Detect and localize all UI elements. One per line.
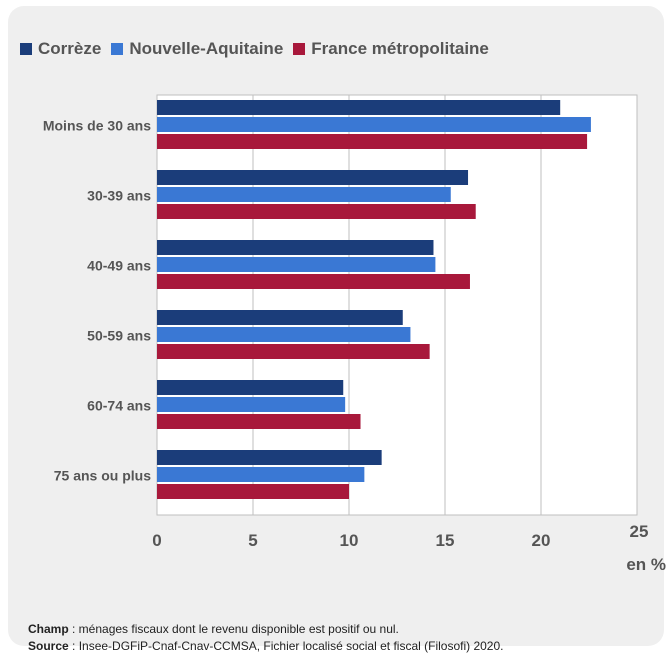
- bar-nouvelle-aquitaine-30-39-ans: [157, 187, 451, 202]
- bar-nouvelle-aquitaine-60-74-ans: [157, 397, 346, 412]
- footnote-champ: Champ : ménages fiscaux dont le revenu d…: [28, 622, 399, 636]
- bar-correze-moins-de-30-ans: [157, 100, 561, 115]
- bar-france-metropolitaine-50-59-ans: [157, 344, 430, 359]
- legend-label-france-metropolitaine: France métropolitaine: [311, 39, 489, 58]
- plot-area: [156, 94, 638, 516]
- legend-label-nouvelle-aquitaine: Nouvelle-Aquitaine: [129, 39, 284, 58]
- x-tick-label: 5: [248, 531, 257, 550]
- bar-correze-50-59-ans: [157, 310, 403, 325]
- x-tick-label: 25: [630, 522, 649, 541]
- x-tick-label: 10: [340, 531, 359, 550]
- bar-france-metropolitaine-75-ans-ou-plus: [157, 484, 349, 499]
- legend-swatch-correze: [20, 43, 32, 55]
- bar-correze-75-ans-ou-plus: [157, 450, 382, 465]
- legend-swatch-france-metropolitaine: [293, 43, 306, 55]
- footnote-source: Source : Insee-DGFiP-Cnaf-Cnav-CCMSA, Fi…: [28, 639, 503, 653]
- y-tick-label: 50-59 ans: [87, 328, 151, 344]
- bar-nouvelle-aquitaine-50-59-ans: [157, 327, 411, 342]
- y-tick-label: 60-74 ans: [87, 398, 151, 414]
- legend-label-correze: Corrèze: [38, 39, 102, 58]
- bar-nouvelle-aquitaine-75-ans-ou-plus: [157, 467, 365, 482]
- x-tick-label: 15: [436, 531, 455, 550]
- bar-correze-30-39-ans: [157, 170, 469, 185]
- bar-france-metropolitaine-60-74-ans: [157, 414, 361, 429]
- bar-correze-60-74-ans: [157, 380, 344, 395]
- champ-text: : ménages fiscaux dont le revenu disponi…: [68, 622, 399, 636]
- bar-nouvelle-aquitaine-moins-de-30-ans: [157, 117, 591, 132]
- chart-legend: Corrèze Nouvelle-Aquitaine France métrop…: [20, 38, 499, 60]
- source-text: : Insee-DGFiP-Cnaf-Cnav-CCMSA, Fichier l…: [68, 639, 504, 653]
- legend-item-nouvelle-aquitaine: Nouvelle-Aquitaine: [111, 39, 283, 59]
- x-tick-label: 20: [532, 531, 551, 550]
- y-tick-label: 30-39 ans: [87, 188, 151, 204]
- y-tick-label: Moins de 30 ans: [43, 118, 151, 134]
- x-unit-label: en %: [626, 555, 666, 574]
- bar-france-metropolitaine-30-39-ans: [157, 204, 476, 219]
- bar-france-metropolitaine-moins-de-30-ans: [157, 134, 588, 149]
- bar-france-metropolitaine-40-49-ans: [157, 274, 470, 289]
- champ-label: Champ: [28, 622, 69, 636]
- legend-item-correze: Corrèze: [20, 39, 101, 59]
- y-tick-label: 40-49 ans: [87, 258, 151, 274]
- bar-nouvelle-aquitaine-40-49-ans: [157, 257, 436, 272]
- x-tick-label: 0: [152, 531, 161, 550]
- legend-item-france-metropolitaine: France métropolitaine: [293, 39, 489, 59]
- legend-swatch-nouvelle-aquitaine: [111, 43, 124, 55]
- y-tick-label: 75 ans ou plus: [54, 468, 151, 484]
- bar-correze-40-49-ans: [157, 240, 434, 255]
- source-label: Source: [28, 639, 69, 653]
